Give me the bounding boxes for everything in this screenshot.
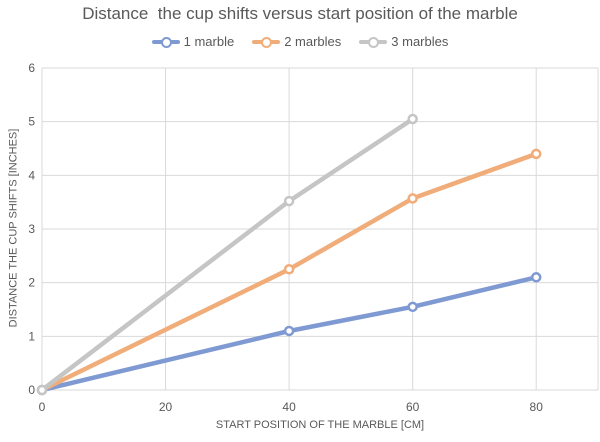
legend-item-1-marble[interactable]: 1 marble xyxy=(151,34,235,49)
series-1-point xyxy=(283,325,295,337)
series-1-point xyxy=(530,272,542,283)
chart-title: Distance the cup shifts versus start pos… xyxy=(82,4,518,23)
legend-label-3-marbles: 3 marbles xyxy=(391,34,449,49)
legend-item-2-marbles[interactable]: 2 marbles xyxy=(252,34,341,49)
legend-swatch-1-marble xyxy=(151,36,180,48)
series-line-2 xyxy=(39,151,539,393)
legend-swatch-2-marbles xyxy=(252,36,281,48)
y-tick-label: 3 xyxy=(28,222,35,236)
x-tick-label: 0 xyxy=(39,400,46,414)
x-tick-label: 20 xyxy=(159,400,173,414)
series-2-point xyxy=(283,264,295,275)
x-axis-title: START POSITION OF THE MARBLE [CM] xyxy=(215,419,425,431)
y-axis-title: DISTANCE THE CUP SHIFTS [INCHES] xyxy=(2,58,24,398)
series-2-point xyxy=(530,148,542,160)
series-1-point xyxy=(407,301,418,313)
series-line-1 xyxy=(39,275,539,393)
y-tick-label: 1 xyxy=(28,329,35,343)
y-tick-label: 6 xyxy=(28,61,35,75)
legend-item-3-marbles[interactable]: 3 marbles xyxy=(359,34,448,49)
x-tick-label: 80 xyxy=(530,400,544,414)
legend-label-1-marble: 1 marble xyxy=(183,34,235,49)
y-axis-title-text: DISTANCE THE CUP SHIFTS [INCHES] xyxy=(7,128,20,328)
series-3-point xyxy=(407,113,418,125)
y-tick-label: 4 xyxy=(28,168,35,182)
legend: 1 marble 2 marbles 3 marbles xyxy=(0,34,600,49)
series-3-point xyxy=(36,384,48,396)
legend-label-2-marbles: 2 marbles xyxy=(284,34,342,49)
x-tick-label: 40 xyxy=(282,400,296,414)
x-tick-label: 60 xyxy=(406,400,420,414)
y-tick-label: 2 xyxy=(28,276,35,290)
series-2-point xyxy=(407,193,418,204)
series-line-3 xyxy=(39,116,415,393)
y-tick-label: 0 xyxy=(28,383,35,397)
y-tick-label: 5 xyxy=(28,115,35,129)
series-3-point xyxy=(283,195,295,207)
legend-swatch-3-marbles xyxy=(359,36,388,48)
